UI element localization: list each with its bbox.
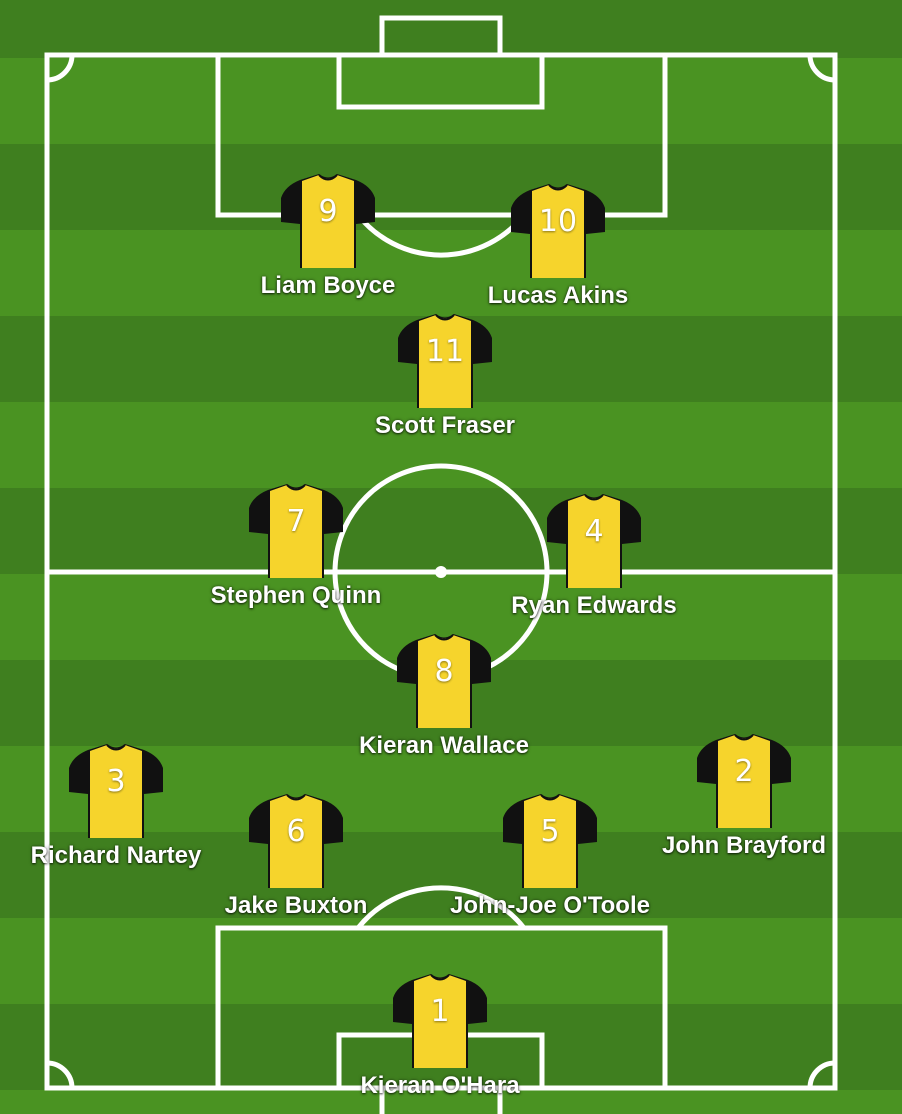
- pitch-stripe: [0, 58, 902, 144]
- player-marker: 5 John-Joe O'Toole: [450, 792, 650, 919]
- football-shirt-icon: [393, 972, 487, 1068]
- player-name: Richard Nartey: [30, 842, 202, 869]
- pitch-stripe: [0, 488, 902, 574]
- player-marker: 3 Richard Nartey: [16, 742, 216, 869]
- player-marker: 1 Kieran O'Hara: [340, 972, 540, 1099]
- shirt-number: 2: [734, 754, 754, 789]
- pitch-stripe: [0, 230, 902, 316]
- corner-arc-bottom-right: [807, 1060, 836, 1089]
- player-name: Lucas Akins: [487, 282, 629, 309]
- player-name: John-Joe O'Toole: [450, 892, 650, 919]
- shirt-number: 4: [584, 514, 604, 549]
- bottom-penalty-arc: [356, 885, 526, 930]
- player-marker: 11 Scott Fraser: [345, 312, 545, 439]
- pitch-stripe: [0, 402, 902, 488]
- football-shirt-icon: [503, 792, 597, 888]
- player-name: Jake Buxton: [224, 892, 368, 919]
- player-marker: 8 Kieran Wallace: [344, 632, 544, 759]
- football-shirt-icon: [69, 742, 163, 838]
- football-shirt-icon: [511, 182, 605, 278]
- corner-arc-top-right: [807, 54, 836, 83]
- player-name: Scott Fraser: [374, 412, 516, 439]
- player-marker: 4 Ryan Edwards: [494, 492, 694, 619]
- corner-arc-bottom-left: [46, 1060, 75, 1089]
- centre-spot: [435, 566, 447, 578]
- player-name: Kieran Wallace: [359, 732, 529, 759]
- top-penalty-arc: [356, 213, 526, 258]
- bottom-goal: [379, 1085, 503, 1114]
- shirt-number: 8: [434, 654, 454, 689]
- player-marker: 10 Lucas Akins: [458, 182, 658, 309]
- shirt-number: 3: [106, 764, 126, 799]
- player-marker: 2 John Brayford: [644, 732, 844, 859]
- shirt-number: 10: [538, 204, 578, 239]
- player-name: John Brayford: [661, 832, 826, 859]
- pitch-stripe: [0, 832, 902, 918]
- football-shirt-icon: [249, 482, 343, 578]
- football-shirt-icon: [547, 492, 641, 588]
- shirt-number: 1: [430, 994, 450, 1029]
- player-marker: 6 Jake Buxton: [196, 792, 396, 919]
- player-name: Ryan Edwards: [511, 592, 677, 619]
- top-goal: [379, 15, 503, 58]
- shirt-number: 5: [540, 814, 560, 849]
- shirt-number: 11: [425, 334, 465, 369]
- shirt-number: 9: [318, 194, 338, 229]
- football-shirt-icon: [697, 732, 791, 828]
- player-name: Liam Boyce: [260, 272, 396, 299]
- football-shirt-icon: [397, 632, 491, 728]
- player-marker: 9 Liam Boyce: [228, 172, 428, 299]
- pitch-stripe: [0, 1090, 902, 1114]
- pitch-stripe: [0, 0, 902, 58]
- player-name: Stephen Quinn: [210, 582, 382, 609]
- football-shirt-icon: [281, 172, 375, 268]
- shirt-number: 6: [286, 814, 306, 849]
- player-marker: 7 Stephen Quinn: [196, 482, 396, 609]
- corner-arc-top-left: [46, 54, 75, 83]
- football-shirt-icon: [398, 312, 492, 408]
- football-shirt-icon: [249, 792, 343, 888]
- shirt-number: 7: [286, 504, 306, 539]
- player-name: Kieran O'Hara: [360, 1072, 520, 1099]
